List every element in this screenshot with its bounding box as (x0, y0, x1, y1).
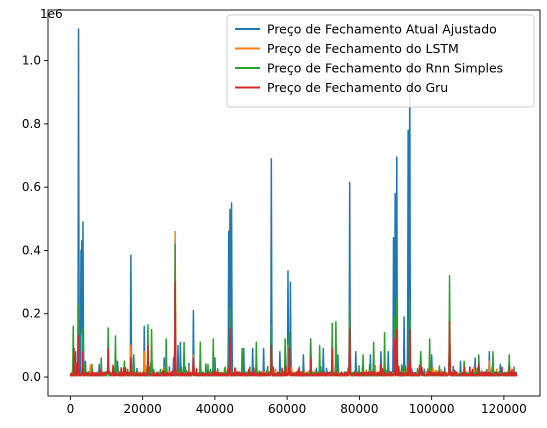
legend-box (226, 14, 535, 108)
y-tick-label: 0.8 (22, 117, 41, 131)
x-axis-ticks: 0 20000 40000 60000 80000 100000 120000 (67, 396, 527, 416)
x-tick-label: 20000 (124, 402, 162, 416)
series-layer (69, 28, 518, 377)
y-offset-text: 1e6 (40, 7, 63, 21)
legend: Preço de Fechamento Atual Ajustado Preço … (226, 14, 535, 108)
axes-frame (47, 9, 541, 397)
y-axis-ticks: 0.0 0.2 0.4 0.6 0.8 1.0 (22, 54, 48, 384)
y-tick-label: 0.4 (22, 243, 41, 257)
axes-layer (47, 9, 541, 397)
y-tick-label: 0.0 (22, 370, 41, 384)
legend-label: Preço de Fechamento do LSTM (267, 41, 459, 56)
x-tick-label: 120000 (481, 402, 527, 416)
y-tick-label: 0.6 (22, 180, 41, 194)
y-tick-label: 1.0 (22, 54, 41, 68)
x-tick-label: 60000 (268, 402, 306, 416)
x-tick-label: 0 (67, 402, 75, 416)
x-tick-label: 100000 (409, 402, 455, 416)
y-tick-label: 0.2 (22, 307, 41, 321)
legend-label: Preço de Fechamento Atual Ajustado (267, 22, 497, 37)
legend-label: Preço de Fechamento do Gru (267, 80, 448, 95)
x-tick-label: 40000 (196, 402, 234, 416)
x-tick-label: 80000 (340, 402, 378, 416)
series-line-4 (69, 281, 518, 377)
legend-label: Preço de Fechamento do Rnn Simples (267, 61, 503, 76)
